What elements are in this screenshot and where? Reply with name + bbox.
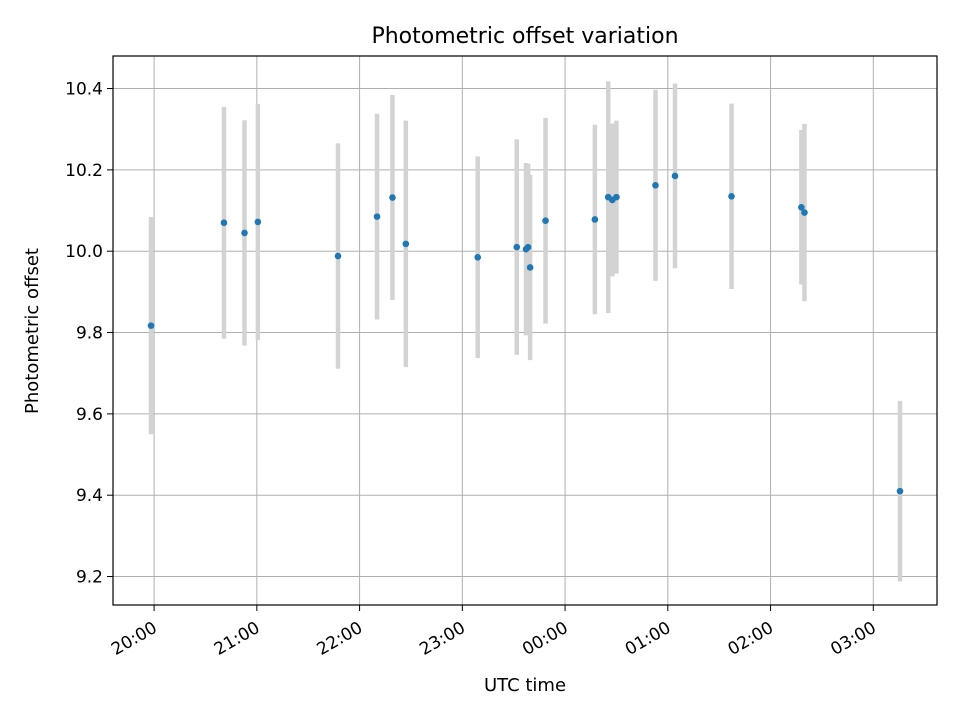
data-point: [254, 218, 262, 226]
data-point: [671, 172, 679, 180]
data-point: [613, 193, 620, 201]
data-point: [542, 217, 549, 224]
data-point: [373, 213, 381, 220]
y-axis-label: Photometric offset: [22, 248, 43, 414]
data-point: [334, 252, 342, 260]
data-point: [524, 243, 532, 251]
y-tick-label: 10.2: [65, 161, 103, 181]
data-point: [591, 216, 599, 223]
data-point: [474, 253, 482, 261]
chart-title: Photometric offset variation: [371, 24, 678, 49]
data-point: [801, 209, 808, 216]
y-tick-label: 9.8: [76, 324, 103, 344]
data-point: [798, 203, 805, 211]
y-tick-label: 10.4: [65, 80, 103, 100]
data-point: [147, 322, 155, 329]
data-points: [147, 172, 904, 495]
y-tick-label: 10.0: [65, 242, 103, 262]
data-point: [241, 229, 248, 237]
data-point: [220, 219, 228, 227]
x-axis-label: UTC time: [484, 675, 566, 696]
y-tick-label: 9.4: [76, 486, 103, 506]
plot-frame: [112, 55, 938, 606]
data-point: [652, 182, 659, 189]
y-tick-label: 9.2: [76, 568, 103, 588]
data-point: [389, 194, 396, 201]
data-point: [513, 243, 521, 251]
y-tick-label: 9.6: [76, 405, 103, 425]
data-point: [896, 487, 904, 495]
data-point: [728, 193, 735, 200]
data-point: [526, 264, 534, 271]
data-point: [402, 240, 410, 248]
y-axis-ticks: 9.2 9.4 9.6 9.8 10.0 10.2 10.4: [65, 80, 113, 588]
